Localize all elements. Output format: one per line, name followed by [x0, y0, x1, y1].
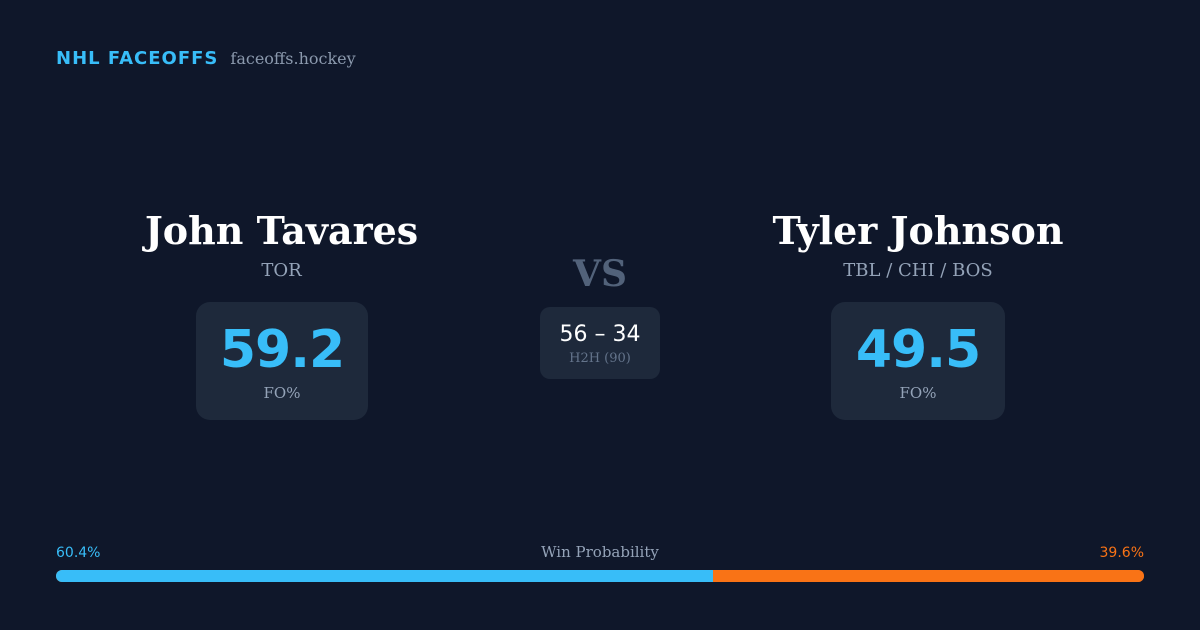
player-right-team: TBL / CHI / BOS — [843, 260, 993, 281]
player-right-name: Tyler Johnson — [772, 208, 1064, 253]
win-probability-title: Win Probability — [541, 543, 659, 561]
player-right-fo-label: FO% — [899, 384, 937, 402]
player-left-team: TOR — [261, 260, 302, 281]
h2h-card: 56 – 34 H2H (90) — [540, 307, 660, 379]
player-right-fo-value: 49.5 — [855, 320, 981, 380]
h2h-label: H2H (90) — [569, 350, 631, 366]
win-probability-labels: 60.4% Win Probability 39.6% — [56, 543, 1144, 561]
vs-label: VS — [573, 253, 627, 295]
win-probability-bar — [56, 570, 1144, 582]
win-probability-right-label: 39.6% — [1099, 545, 1144, 561]
brand-header: NHL FACEOFFS faceoffs.hockey — [56, 48, 356, 69]
player-left-fo-value: 59.2 — [219, 320, 345, 380]
player-left: John Tavares TOR — [140, 206, 423, 281]
win-probability-left-label: 60.4% — [56, 545, 101, 561]
brand-name: NHL FACEOFFS — [56, 48, 219, 69]
win-probability-bar-left — [56, 570, 714, 582]
brand-site: faceoffs.hockey — [230, 49, 356, 68]
player-left-fo-label: FO% — [263, 384, 301, 402]
player-left-fo-card: 59.2 FO% — [196, 302, 368, 420]
player-right-fo-card: 49.5 FO% — [831, 302, 1005, 420]
player-left-name: John Tavares — [144, 208, 419, 253]
win-probability-bar-right — [713, 570, 1144, 582]
player-right: Tyler Johnson TBL / CHI / BOS — [740, 206, 1096, 281]
h2h-score: 56 – 34 — [559, 321, 641, 347]
